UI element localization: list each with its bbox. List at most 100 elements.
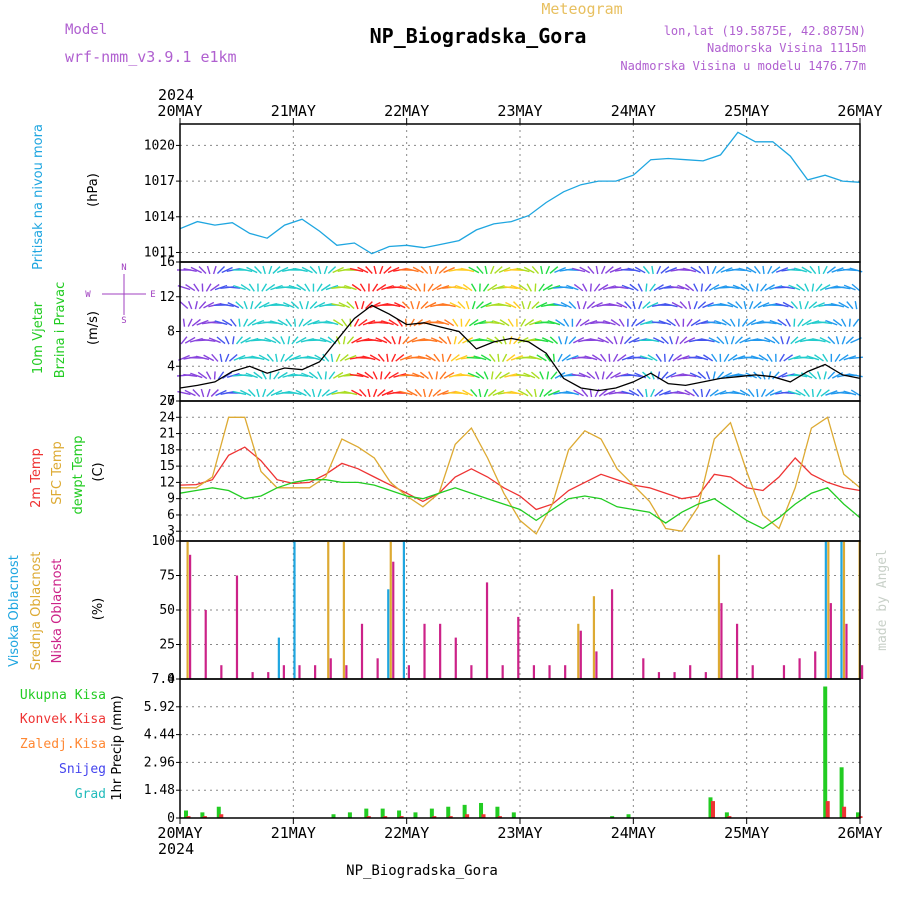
wind-arrow: [665, 372, 677, 379]
precip-ylabel: 1hr Precip (mm): [110, 695, 125, 800]
bar-0: [626, 814, 631, 818]
wind-arrow: [582, 300, 587, 310]
wind-arrow: [247, 389, 256, 397]
wind-arrow: [664, 302, 678, 308]
wind-arrow: [386, 303, 401, 308]
wind-arrow: [813, 302, 825, 309]
wind-arrow: [356, 372, 369, 379]
wind-arrow: [281, 286, 296, 289]
legend-hail: Grad: [75, 787, 106, 802]
wind-arrow: [523, 266, 535, 274]
wind-arrow: [229, 318, 237, 327]
wind-arrow: [724, 336, 729, 345]
wind-arrow: [704, 283, 712, 292]
wind-arrow: [506, 354, 516, 362]
wind-arrow: [612, 353, 619, 363]
wind-arrow: [488, 353, 496, 362]
wind-arrow: [579, 266, 591, 274]
wind-arrow: [256, 388, 260, 398]
wind-arrow: [510, 355, 524, 361]
wind-arrow: [238, 373, 253, 377]
bar-2: [595, 651, 598, 679]
wind-arrow: [262, 388, 267, 398]
wind-arrow: [251, 355, 265, 361]
bar-2: [861, 665, 864, 679]
wind-arrow: [549, 266, 559, 274]
wind-arrow: [727, 354, 738, 362]
wind-arrow: [201, 338, 216, 343]
wind-arrow: [369, 301, 381, 309]
bar-2: [814, 651, 817, 679]
wind-arrow: [280, 353, 286, 363]
wind-arrow: [817, 265, 821, 275]
wind-arrow: [374, 321, 389, 324]
wind-arrow: [324, 371, 327, 380]
y-tick-label: 1017: [144, 174, 175, 189]
bar-2: [845, 623, 848, 679]
wind-arrow: [480, 354, 492, 362]
wind-arrow: [351, 389, 363, 397]
wind-arrow: [258, 301, 270, 309]
wind-arrow: [412, 372, 425, 379]
wind-arrow: [851, 283, 861, 292]
wind-arrow: [715, 266, 725, 274]
wind-arrow: [827, 336, 836, 345]
wind-arrow: [605, 371, 614, 380]
wind-arrow: [524, 319, 535, 327]
wind-arrow: [621, 355, 635, 361]
wind-arrow: [383, 336, 392, 345]
wind-arrow: [540, 265, 544, 275]
wind-arrow: [246, 266, 258, 274]
wind-arrow: [180, 336, 188, 345]
wind-arrow: [413, 319, 424, 327]
wind-arrow: [711, 265, 717, 275]
wind-arrow: [645, 283, 648, 292]
wind-arrow: [216, 266, 226, 274]
wind-arrow: [613, 336, 618, 345]
wind-arrow: [677, 355, 690, 361]
wind-arrow: [850, 389, 862, 397]
wind-arrow: [343, 390, 358, 396]
wind-arrow: [258, 354, 270, 362]
wind-arrow: [364, 371, 374, 380]
wind-arrow: [419, 371, 429, 380]
wind-arrow: [589, 283, 592, 292]
wind-arrow: [450, 354, 460, 362]
wind-arrow: [832, 318, 843, 327]
bar-0: [824, 541, 827, 679]
wind-arrow: [277, 319, 288, 327]
y-tick-label: 4.44: [144, 728, 175, 743]
wind-arrow: [781, 391, 796, 395]
y-tick-label: 27: [159, 394, 175, 409]
wind-arrow: [441, 353, 445, 362]
wind-arrow: [270, 320, 283, 326]
wind-arrow: [344, 284, 357, 291]
wind-arrow: [835, 336, 840, 345]
bar-1: [710, 801, 715, 818]
wind-arrow: [843, 390, 857, 396]
wind-arrow: [417, 355, 431, 361]
wind-arrow: [547, 390, 560, 396]
wind-arrow: [739, 389, 751, 397]
bar-0: [347, 812, 352, 818]
wind-arrow: [597, 337, 609, 344]
y-tick-label: 100: [152, 534, 175, 549]
wind-arrow: [190, 372, 203, 379]
wind-arrow: [672, 354, 682, 362]
bar-1: [842, 541, 846, 679]
bar-1: [717, 554, 721, 679]
wind-arrow: [654, 389, 664, 397]
bar-2: [407, 665, 410, 679]
wind-arrow: [235, 301, 244, 310]
wind-arrow: [354, 300, 359, 310]
y-tick-label: 9: [167, 492, 175, 507]
x-bottom-label: 22MAY: [384, 824, 429, 842]
y-tick-label: 2.96: [144, 755, 175, 770]
wind-arrow: [703, 354, 714, 362]
wind-arrow: [304, 283, 311, 292]
wind-arrow: [182, 318, 186, 327]
wind-arrow: [697, 371, 707, 380]
wind-arrow: [521, 301, 525, 310]
bar-1: [592, 596, 596, 679]
wind-arrow: [414, 388, 422, 398]
